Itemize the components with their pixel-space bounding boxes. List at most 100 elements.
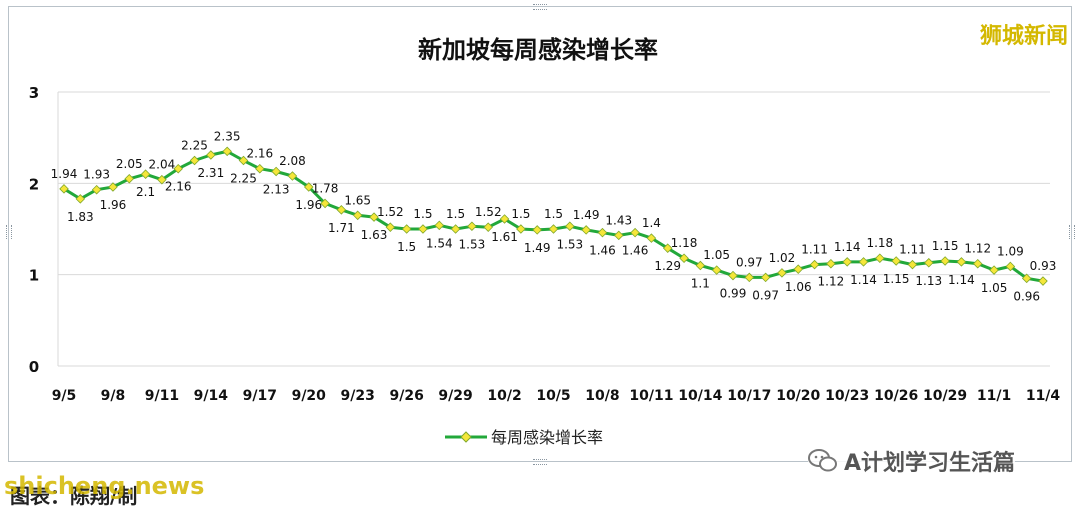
resize-handle-top[interactable] (533, 4, 547, 10)
data-label: 0.93 (1030, 259, 1057, 273)
data-label: 1.43 (605, 213, 632, 227)
data-label: 1.5 (413, 207, 432, 221)
y-tick-label: 1 (29, 267, 39, 285)
resize-handle-right[interactable] (1069, 225, 1075, 239)
data-point (614, 230, 624, 241)
data-point (972, 258, 983, 269)
data-label: 2.04 (149, 158, 176, 172)
data-point (59, 184, 69, 194)
data-point (418, 224, 428, 234)
data-label: 1.65 (344, 193, 371, 207)
x-tick-label: 9/11 (145, 388, 179, 404)
chart-source-note: 图表：陈翔/制 (10, 484, 138, 508)
data-label: 1.83 (67, 210, 94, 224)
series-markers (59, 146, 1048, 286)
data-point (728, 270, 738, 281)
data-label: 1.11 (801, 243, 828, 257)
chart-title: 新加坡每周感染增长率 (418, 36, 658, 64)
data-point (548, 224, 559, 234)
y-tick-label: 0 (29, 358, 39, 376)
data-point (91, 184, 102, 195)
data-point (189, 155, 200, 166)
chart-frame (8, 6, 1072, 462)
x-tick-label: 10/26 (874, 388, 918, 404)
data-point (385, 222, 396, 232)
data-point (287, 171, 298, 181)
x-tick-label: 9/20 (292, 388, 327, 404)
data-point (875, 253, 885, 263)
data-point (777, 268, 787, 278)
data-point (1021, 273, 1032, 284)
resize-handle-bottom[interactable] (533, 459, 547, 465)
x-tick-label: 10/14 (678, 388, 722, 404)
data-point (401, 224, 412, 234)
data-label: 2.05 (116, 157, 143, 171)
x-tick-label: 11/4 (1026, 388, 1061, 404)
x-tick-label: 10/20 (776, 388, 820, 404)
data-label: 1.93 (83, 168, 110, 182)
data-label: 2.13 (263, 182, 290, 196)
data-label: 2.35 (214, 129, 241, 143)
data-label: 1.4 (642, 216, 661, 230)
x-tick-label: 10/29 (923, 388, 967, 404)
x-tick-label: 10/23 (825, 388, 869, 404)
data-point (75, 194, 86, 204)
data-point (140, 169, 151, 179)
data-label: 2.1 (136, 185, 155, 199)
data-point (336, 205, 347, 215)
x-axis-ticks: 9/5 9/8 9/11 9/14 9/17 9/20 9/23 9/26 9/29 10/2 10… (52, 388, 1061, 404)
data-label: 0.99 (720, 287, 747, 301)
data-point (809, 259, 820, 270)
wechat-icon (808, 449, 837, 472)
data-point (303, 182, 314, 192)
data-point (907, 259, 918, 270)
data-point (989, 265, 999, 275)
data-label: 1.49 (524, 241, 551, 255)
data-label: 1.52 (475, 205, 502, 219)
data-point (662, 243, 673, 253)
data-label: 1.13 (915, 274, 942, 288)
data-point (760, 272, 771, 283)
data-label: 1.49 (573, 208, 600, 222)
data-point (320, 198, 330, 209)
y-tick-label: 2 (29, 175, 39, 193)
data-point (858, 257, 869, 267)
x-tick-label: 9/23 (341, 388, 375, 404)
data-label: 1.5 (544, 207, 563, 221)
data-point (679, 253, 689, 263)
data-point (157, 174, 167, 185)
data-point (924, 258, 934, 268)
data-point (352, 210, 363, 221)
data-point (499, 214, 510, 224)
data-label: 0.96 (1013, 289, 1040, 303)
x-tick-label: 9/17 (243, 388, 277, 404)
x-tick-label: 9/29 (438, 388, 472, 404)
legend-label: 每周感染增长率 (491, 428, 603, 447)
data-label: 1.14 (850, 273, 877, 287)
data-point (630, 227, 640, 238)
data-label: 1.05 (981, 281, 1008, 295)
data-point (532, 225, 542, 235)
resize-handle-left[interactable] (6, 225, 12, 239)
data-label: 1.52 (377, 205, 404, 219)
x-tick-label: 10/11 (629, 388, 673, 404)
data-label: 1.15 (932, 239, 959, 253)
data-point (124, 174, 135, 184)
gridlines (57, 91, 1050, 367)
data-point (956, 257, 967, 267)
data-point (255, 163, 265, 174)
data-label: 1.63 (361, 228, 388, 242)
x-tick-label: 9/8 (101, 388, 126, 404)
data-label: 2.08 (279, 154, 306, 168)
data-labels: 1.94 1.83 1.93 1.96 2.05 2.1 2.04 2.16 2.25 2.31 2… (51, 129, 1057, 303)
data-point (711, 265, 722, 275)
data-label: 0.97 (736, 255, 763, 269)
data-point (434, 220, 445, 231)
data-point (891, 256, 901, 266)
data-label: 1.12 (818, 275, 845, 289)
data-point (1038, 276, 1048, 286)
data-label: 1.14 (948, 273, 975, 287)
data-label: 2.25 (181, 139, 208, 153)
data-point (238, 155, 249, 166)
